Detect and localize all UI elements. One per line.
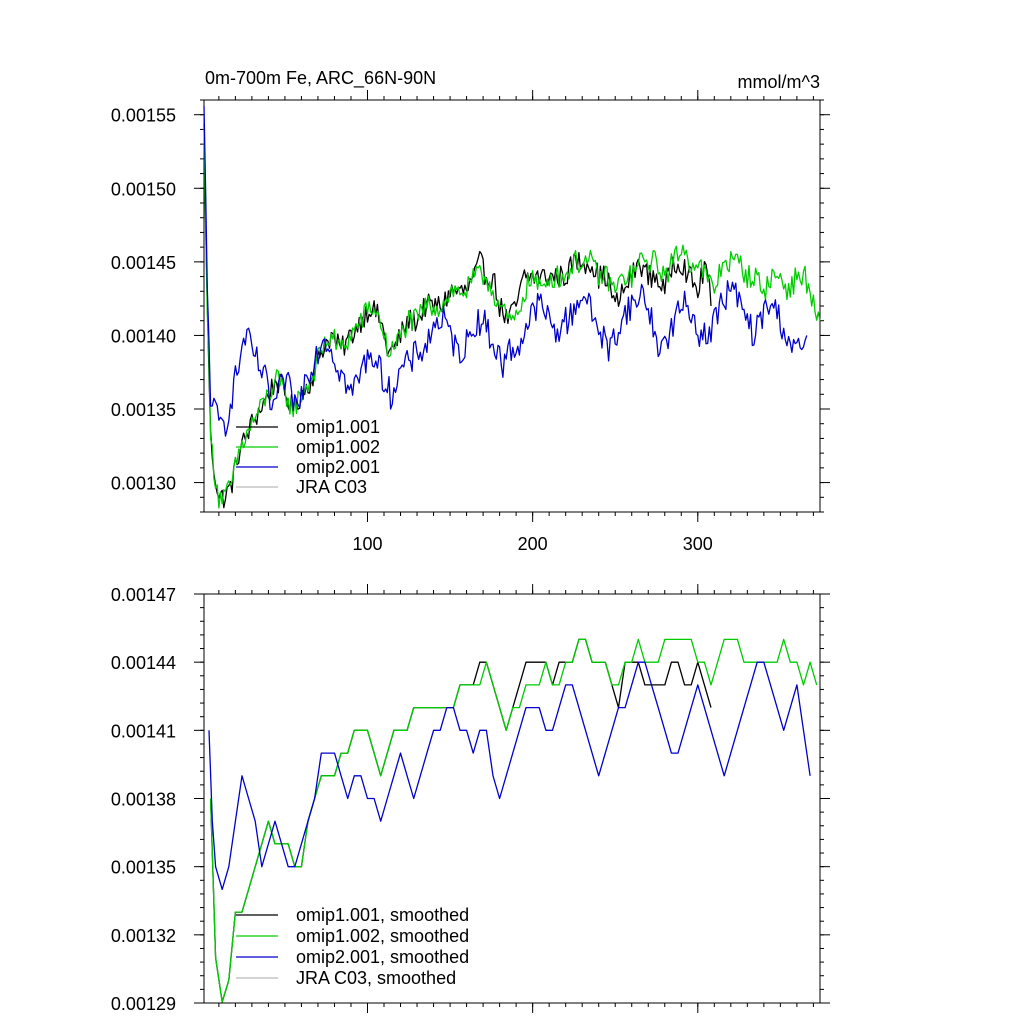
x-tick-label: 300 — [683, 534, 713, 554]
y-tick-label: 0.00155 — [111, 106, 176, 126]
y-tick-label: 0.00132 — [111, 926, 176, 946]
y-tick-label: 0.00135 — [111, 400, 176, 420]
x-tick-label: 100 — [352, 534, 382, 554]
legend-label: omip1.001 — [296, 417, 380, 437]
legend-label: JRA C03, smoothed — [296, 968, 456, 988]
y-tick-label: 0.00147 — [111, 585, 176, 605]
legend-label: JRA C03 — [296, 477, 367, 497]
y-tick-label: 0.00129 — [111, 994, 176, 1014]
series-line-omip1-002 — [203, 123, 821, 509]
legend-label: omip1.002, smoothed — [296, 926, 469, 946]
top-panel-title: 0m-700m Fe, ARC_66N-90N — [205, 68, 436, 89]
legend-label: omip1.001, smoothed — [296, 905, 469, 925]
y-tick-label: 0.00150 — [111, 179, 176, 199]
legend-label: omip1.002 — [296, 437, 380, 457]
top-panel-series — [203, 106, 821, 509]
y-tick-label: 0.00138 — [111, 790, 176, 810]
top-panel: 0m-700m Fe, ARC_66N-90N mmol/m^3 100 200 3… — [111, 68, 830, 554]
series-line-omip2-001 — [203, 106, 808, 437]
top-panel-axes: 100 200 300 0.00130 0.00135 0.00140 0.00145 0.0… — [111, 90, 830, 554]
bottom-panel: 0.00129 0.00132 0.00135 0.00138 0.00141 0.001… — [111, 584, 830, 1014]
y-tick-label: 0.00141 — [111, 721, 176, 741]
bottom-panel-series — [208, 638, 818, 1003]
y-tick-label: 0.00145 — [111, 253, 176, 273]
y-tick-label: 0.00130 — [111, 474, 176, 494]
legend-label: omip2.001 — [296, 457, 380, 477]
legend-label: omip2.001, smoothed — [296, 947, 469, 967]
y-tick-label: 0.00135 — [111, 858, 176, 878]
series-line-omip2-001-smoothed — [208, 661, 811, 891]
top-panel-units: mmol/m^3 — [738, 72, 820, 92]
y-tick-label: 0.00144 — [111, 653, 176, 673]
y-tick-label: 0.00140 — [111, 326, 176, 346]
series-line-omip1-001 — [203, 124, 712, 509]
bottom-panel-axes: 0.00129 0.00132 0.00135 0.00138 0.00141 0.001… — [111, 584, 830, 1014]
x-tick-label: 200 — [518, 534, 548, 554]
